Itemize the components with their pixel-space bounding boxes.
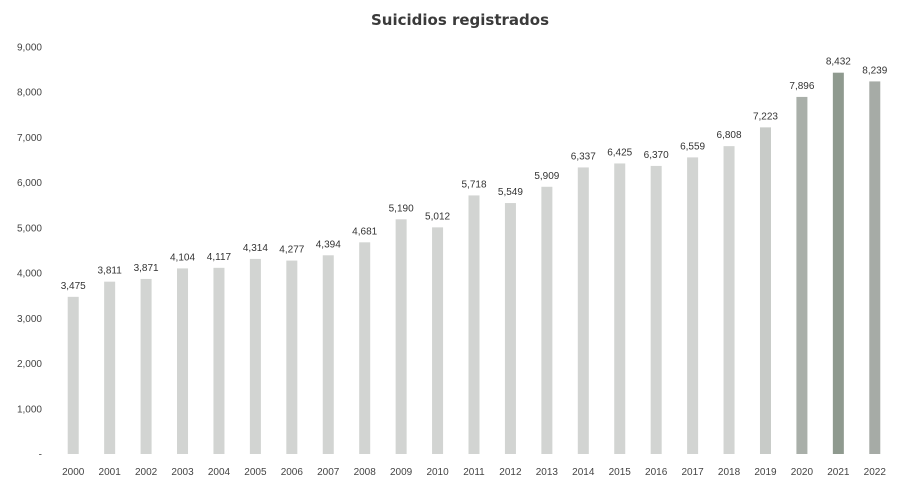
bar-2010 [432,227,444,454]
bar-2000 [67,296,79,454]
x-tick-label: 2013 [536,467,559,478]
bar-2014 [577,167,589,455]
x-tick-label: 2006 [281,467,304,478]
chart-title: Suicidios registrados [371,11,549,29]
bar-2004 [213,267,225,454]
bar-2008 [359,242,371,454]
bar-2007 [322,255,334,454]
bar-2011 [468,195,480,455]
x-tick-label: 2012 [499,467,522,478]
x-tick-label: 2018 [718,467,741,478]
data-label-2008: 4,681 [352,226,377,237]
data-label-2013: 5,909 [534,171,559,182]
x-tick-label: 2011 [463,467,485,478]
bar-2016 [650,165,662,454]
data-label-2006: 4,277 [279,245,304,256]
y-tick-label: 2,000 [17,359,42,370]
x-tick-label: 2020 [791,467,814,478]
bar-2017 [687,157,699,454]
x-tick-label: 2022 [864,467,887,478]
data-label-2020: 7,896 [789,81,814,92]
x-tick-label: 2017 [681,467,704,478]
bar-2009 [395,219,407,454]
y-tick-label: 3,000 [17,314,42,325]
data-label-2011: 5,718 [461,179,486,190]
x-tick-label: 2000 [62,467,85,478]
x-tick-label: 2014 [572,467,595,478]
y-tick-label: 8,000 [17,88,42,99]
bar-2019 [759,127,771,454]
bar-2013 [541,186,553,454]
y-tick-label: 5,000 [17,223,42,234]
data-label-2010: 5,012 [425,211,450,222]
x-tick-label: 2010 [426,467,449,478]
x-tick-label: 2008 [354,467,377,478]
data-labels-group: 3,475 3,811 3,871 4,104 4,117 4,314 4,277 4,394… [61,57,888,292]
bar-2015 [614,163,626,455]
x-tick-label: 2001 [99,467,122,478]
data-label-2009: 5,190 [389,203,414,214]
data-label-2004: 4,117 [207,252,232,263]
bar-2022 [869,81,881,454]
bar-2003 [177,268,189,454]
y-tick-label: - [39,450,42,461]
data-label-2000: 3,475 [61,281,86,292]
bar-2021 [832,72,844,455]
data-label-2007: 4,394 [316,239,341,250]
bar-2018 [723,146,735,454]
bar-2012 [504,203,516,454]
data-label-2016: 6,370 [644,150,669,161]
y-axis: - 1,000 2,000 3,000 4,000 5,000 6,000 7,000 8,00… [17,43,42,461]
data-label-2001: 3,811 [98,266,123,277]
bar-2020 [796,96,808,455]
data-label-2022: 8,239 [862,65,887,76]
y-tick-label: 7,000 [17,133,42,144]
data-label-2017: 6,559 [680,141,705,152]
x-tick-label: 2005 [244,467,267,478]
y-tick-label: 9,000 [17,43,42,54]
data-label-2003: 4,104 [170,252,195,263]
bar-2006 [286,260,298,454]
bars-group [67,72,881,455]
data-label-2019: 7,223 [753,111,778,122]
x-tick-label: 2003 [171,467,194,478]
x-tick-label: 2002 [135,467,158,478]
x-tick-label: 2021 [827,467,850,478]
data-label-2012: 5,549 [498,187,523,198]
data-label-2015: 6,425 [607,147,632,158]
data-label-2014: 6,337 [571,151,596,162]
x-tick-label: 2004 [208,467,231,478]
x-tick-label: 2007 [317,467,340,478]
x-axis: 2000 2001 2002 2003 2004 2005 2006 2007 2008 2009… [62,467,886,478]
x-tick-label: 2019 [754,467,777,478]
y-tick-label: 4,000 [17,269,42,280]
bar-2001 [104,281,116,454]
data-label-2005: 4,314 [243,243,268,254]
y-tick-label: 1,000 [17,404,42,415]
data-label-2021: 8,432 [826,57,851,68]
y-tick-label: 6,000 [17,178,42,189]
bar-2005 [249,258,261,454]
data-label-2002: 3,871 [134,263,159,274]
bar-2002 [140,278,152,454]
x-tick-label: 2015 [609,467,632,478]
x-tick-label: 2016 [645,467,668,478]
data-label-2018: 6,808 [717,130,742,141]
x-tick-label: 2009 [390,467,413,478]
